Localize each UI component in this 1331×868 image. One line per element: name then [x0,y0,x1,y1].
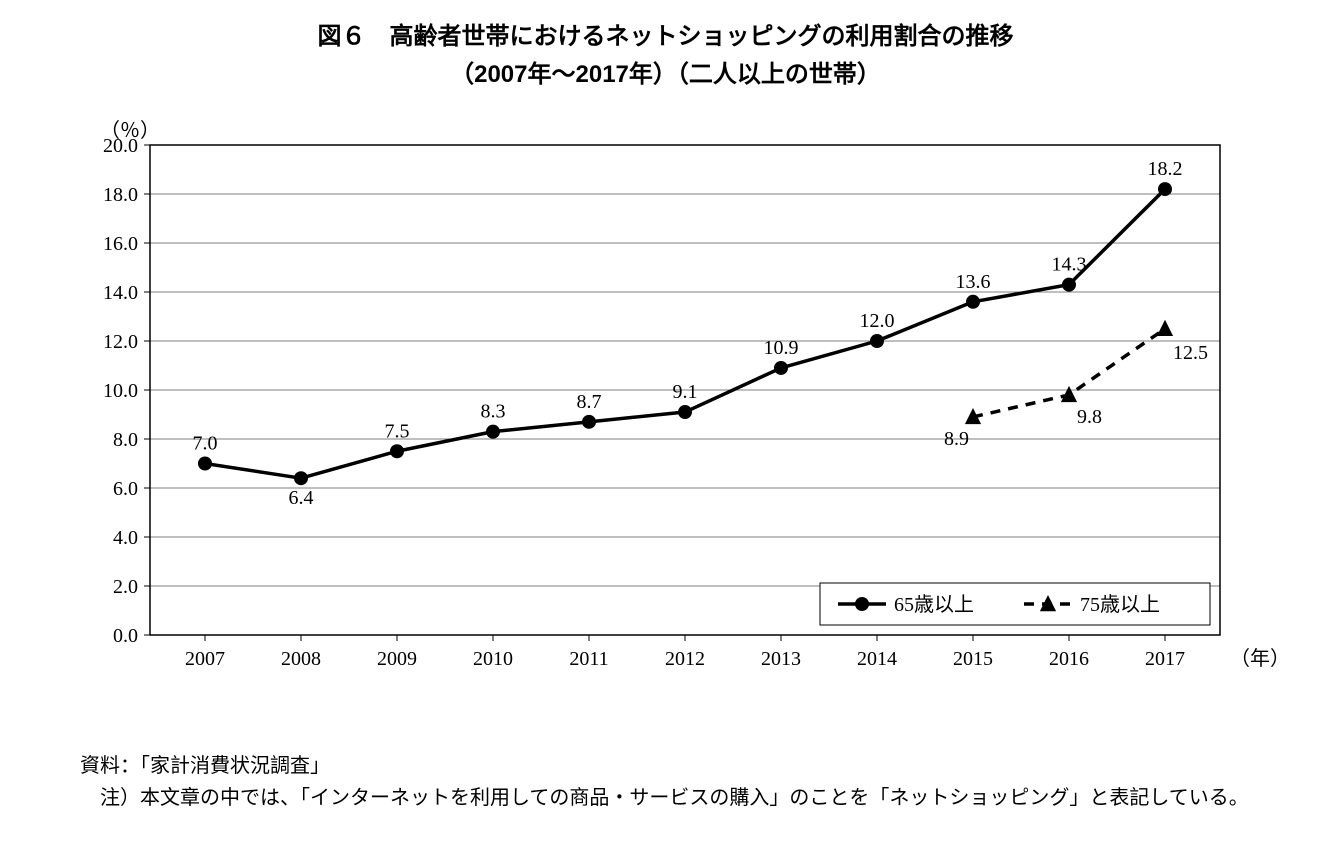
svg-text:6.4: 6.4 [289,487,314,509]
line-chart: 0.02.04.06.08.010.012.014.016.018.020.02… [80,115,1280,715]
svg-text:8.7: 8.7 [577,391,602,413]
svg-text:2007: 2007 [185,648,225,670]
svg-text:65歳以上: 65歳以上 [894,593,974,616]
svg-text:13.6: 13.6 [956,271,991,293]
svg-text:2008: 2008 [281,648,321,670]
svg-text:6.0: 6.0 [113,478,138,500]
svg-text:7.5: 7.5 [385,420,410,442]
svg-text:4.0: 4.0 [113,527,138,549]
svg-text:（％）: （％） [100,119,160,142]
svg-text:8.3: 8.3 [481,401,506,423]
svg-text:9.1: 9.1 [673,381,698,403]
footnote-note: 注）本文章の中では、「インターネットを利用しての商品・サービスの購入」のことを「… [80,782,1280,814]
svg-text:18.2: 18.2 [1148,158,1183,180]
svg-text:2.0: 2.0 [113,576,138,598]
svg-text:14.3: 14.3 [1052,254,1087,276]
svg-text:2017: 2017 [1145,648,1185,670]
svg-text:2015: 2015 [953,648,993,670]
title-line-1: 図６ 高齢者世帯におけるネットショッピングの利用割合の推移 [0,18,1331,56]
svg-text:2010: 2010 [473,648,513,670]
svg-text:0.0: 0.0 [113,625,138,647]
svg-text:2011: 2011 [569,648,608,670]
svg-text:18.0: 18.0 [103,184,138,206]
svg-text:2013: 2013 [761,648,801,670]
svg-text:75歳以上: 75歳以上 [1080,593,1160,616]
svg-text:14.0: 14.0 [103,282,138,304]
svg-text:7.0: 7.0 [193,433,218,455]
svg-text:2009: 2009 [377,648,417,670]
svg-text:（年）: （年） [1230,647,1280,670]
svg-text:12.0: 12.0 [860,310,895,332]
svg-text:10.0: 10.0 [103,380,138,402]
title-line-2: （2007年～2017年）（二人以上の世帯） [0,56,1331,94]
svg-text:8.9: 8.9 [944,428,969,450]
svg-text:2012: 2012 [665,648,705,670]
svg-text:12.0: 12.0 [103,331,138,353]
footnotes: 資料：「家計消費状況調査」 注）本文章の中では、「インターネットを利用しての商品… [80,750,1280,814]
svg-text:10.9: 10.9 [764,337,799,359]
svg-text:2014: 2014 [857,648,897,670]
svg-text:16.0: 16.0 [103,233,138,255]
svg-text:2016: 2016 [1049,648,1089,670]
chart-container: 0.02.04.06.08.010.012.014.016.018.020.02… [80,115,1280,715]
svg-text:12.5: 12.5 [1173,342,1208,364]
svg-text:8.0: 8.0 [113,429,138,451]
footnote-source: 資料：「家計消費状況調査」 [80,750,1280,782]
page: 図６ 高齢者世帯におけるネットショッピングの利用割合の推移 （2007年～201… [0,0,1331,868]
svg-text:9.8: 9.8 [1077,406,1102,428]
chart-title: 図６ 高齢者世帯におけるネットショッピングの利用割合の推移 （2007年～201… [0,0,1331,95]
